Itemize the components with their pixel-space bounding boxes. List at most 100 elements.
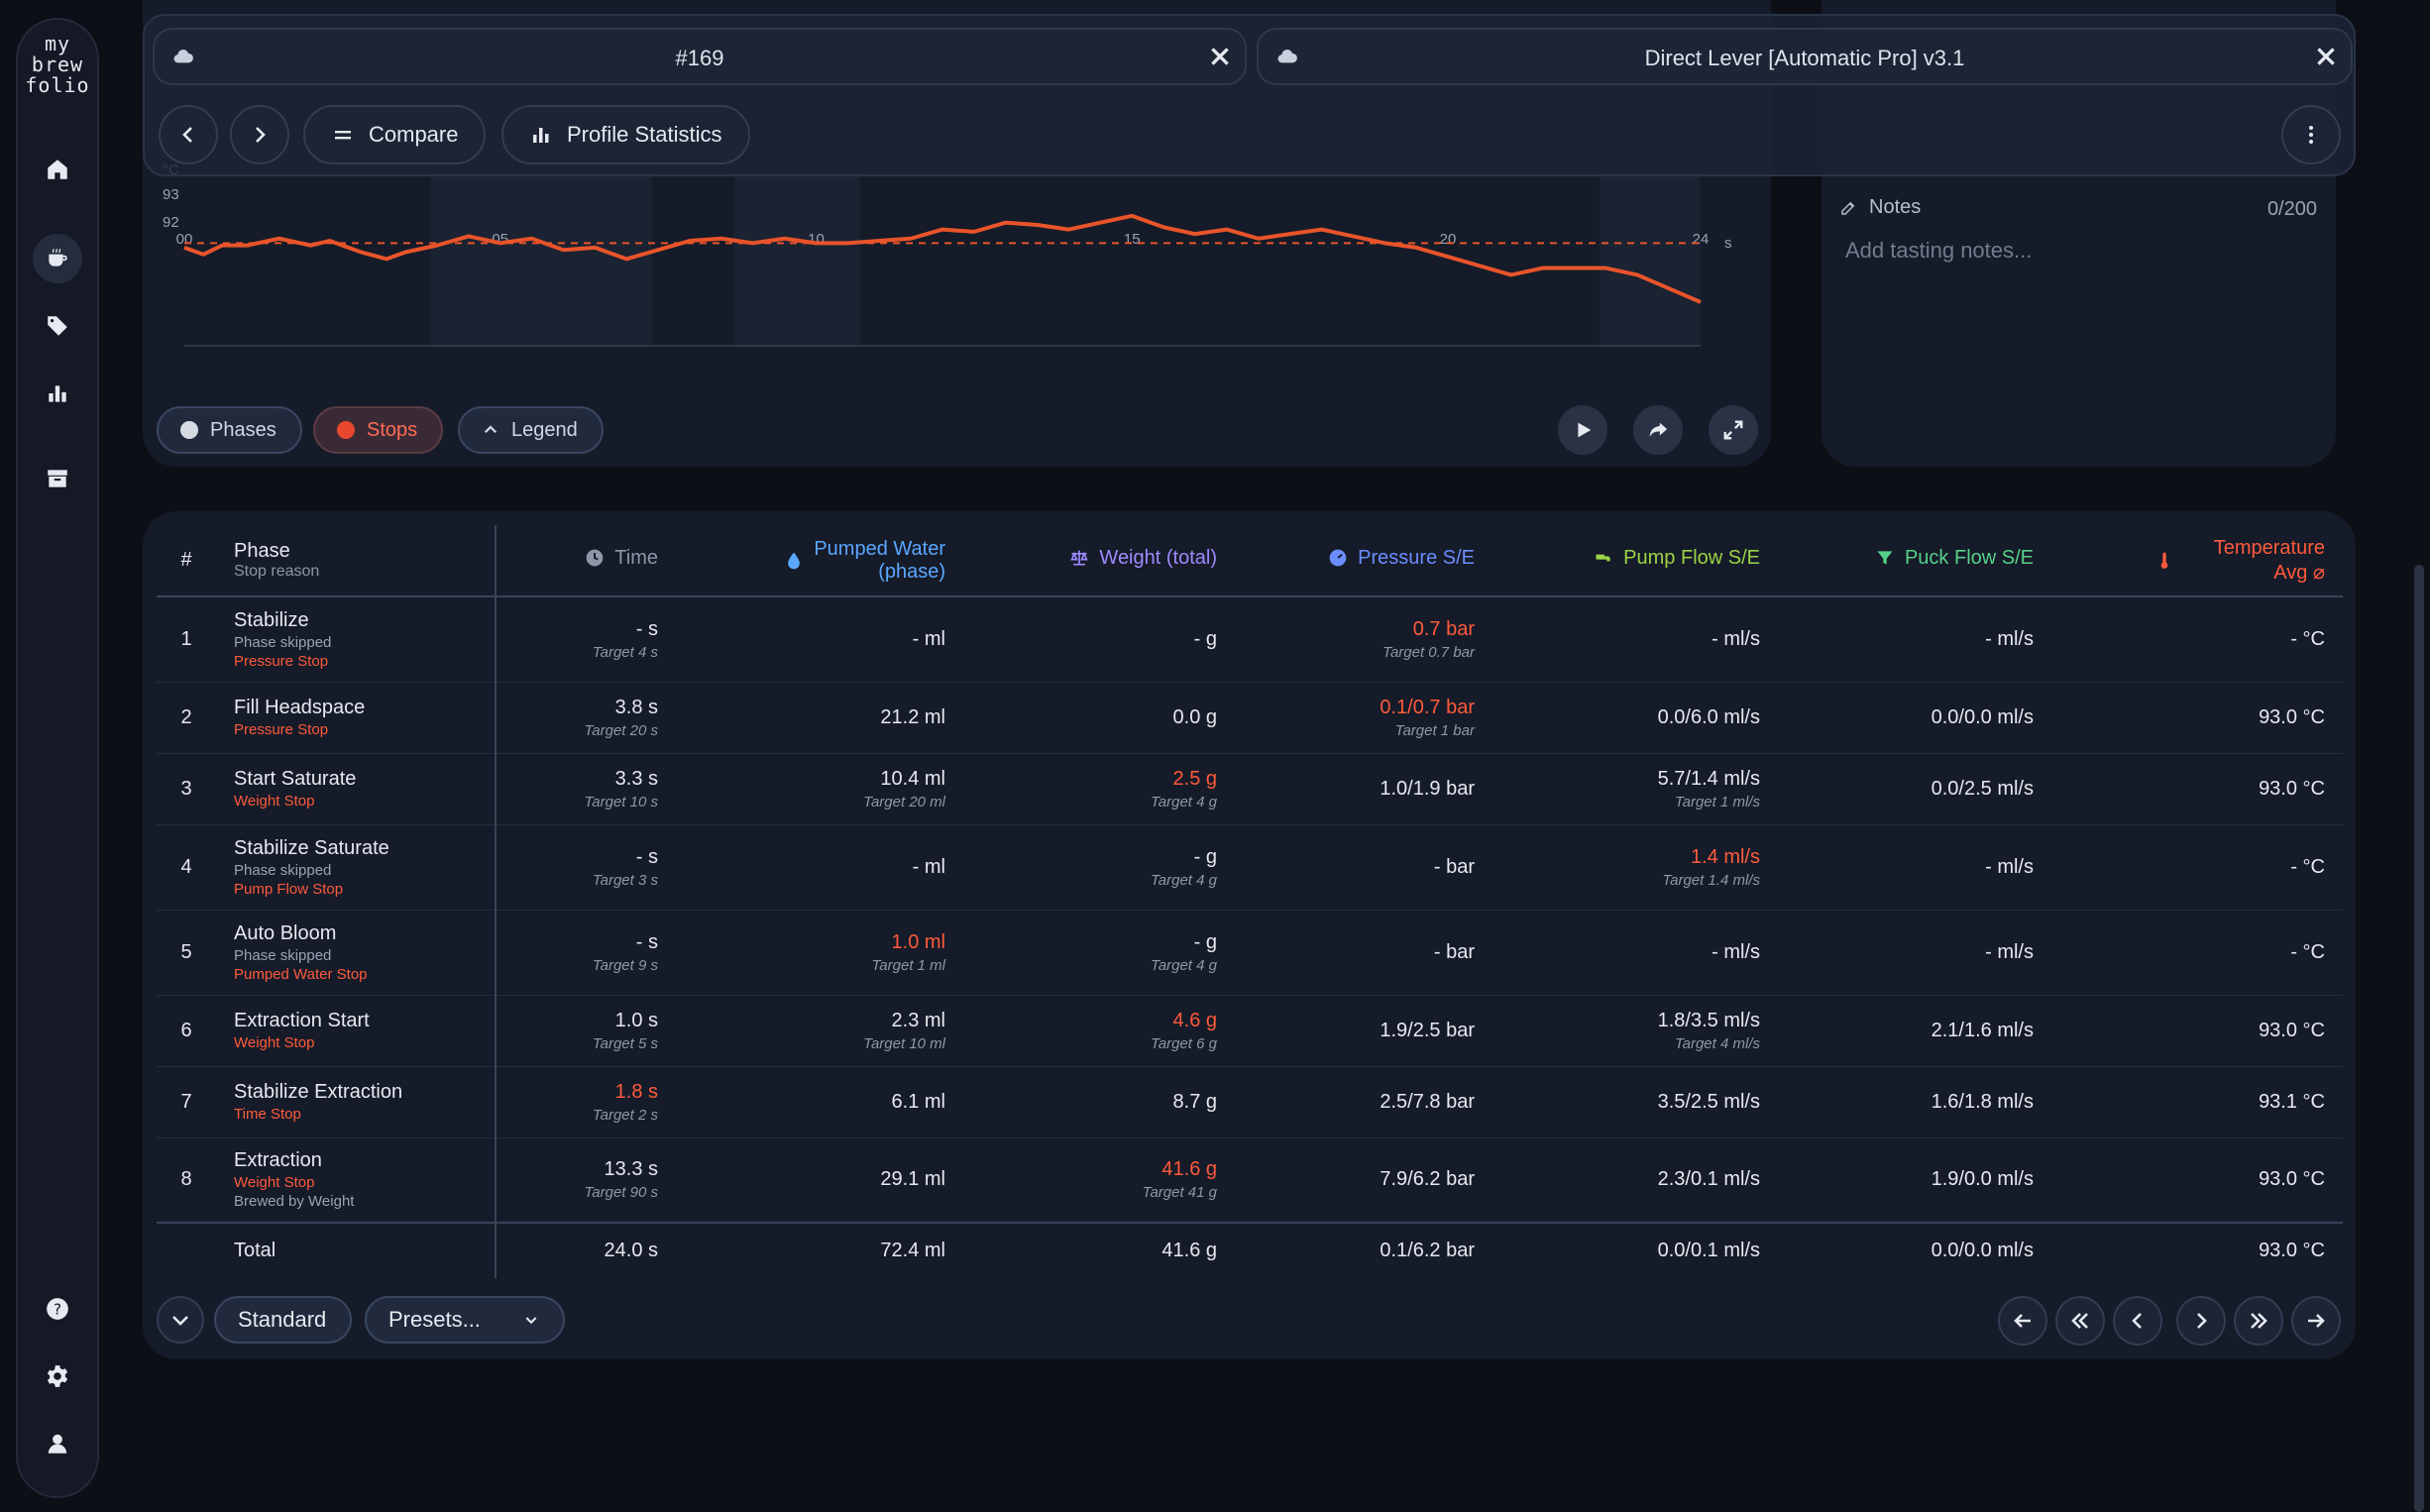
close-icon <box>2317 48 2335 65</box>
temperature-cell: 93.0 °C <box>2051 1137 2343 1224</box>
double-chevron-left-icon <box>2071 1313 2088 1329</box>
phase-cell: Extraction Weight Stop Brewed by Weight <box>216 1137 497 1224</box>
brew-tab-title: #169 <box>675 46 724 70</box>
fullscreen-button[interactable] <box>1709 405 1758 455</box>
pump-flow-cell: 5.7/1.4 ml/s Target 1 ml/s <box>1492 753 1778 825</box>
comparison-toolbar: #169 Direct Lever [Automatic Pro] v3.1 C… <box>143 14 2356 176</box>
temperature-cell: 93.0 °C <box>2051 995 2343 1067</box>
col-header-phase[interactable]: Phase Stop reason <box>216 525 497 597</box>
phases-toggle[interactable]: Phases <box>157 406 302 454</box>
table-row: 2 Fill Headspace Pressure Stop 3.8 s Target … <box>157 682 2343 754</box>
close-profile-tab[interactable] <box>2311 42 2341 71</box>
sidebar-item-help[interactable]: ? <box>33 1284 82 1334</box>
pump-flow-cell: 2.3/0.1 ml/s <box>1492 1137 1778 1224</box>
sidebar-item-settings[interactable] <box>33 1351 82 1401</box>
double-chevron-right-icon <box>2251 1313 2267 1329</box>
time-cell: - s Target 9 s <box>496 910 676 996</box>
pumped-water-cell: - ml <box>676 824 963 911</box>
col-header-weight[interactable]: Weight (total) <box>963 525 1235 597</box>
phases-dot-icon <box>180 421 198 439</box>
phase-shade <box>733 170 861 346</box>
previous-button[interactable] <box>159 105 218 164</box>
stops-dot-icon <box>337 421 355 439</box>
time-cell: - s Target 4 s <box>496 596 676 683</box>
scroll-last-column-button[interactable] <box>2291 1296 2341 1346</box>
standard-view-button[interactable]: Standard <box>214 1296 353 1344</box>
close-brew-tab[interactable] <box>1205 42 1235 71</box>
pressure-cell: 7.9/6.2 bar <box>1235 1137 1492 1224</box>
table-row: 3 Start Saturate Weight Stop 3.3 s Target 10… <box>157 753 2343 825</box>
pumped-water-cell: - ml <box>676 596 963 683</box>
phase-cell: Fill Headspace Pressure Stop <box>216 682 497 754</box>
x-tick-label: 15 <box>1124 231 1141 248</box>
col-header-time[interactable]: Time <box>496 525 676 597</box>
scroll-first-column-button[interactable] <box>1998 1296 2047 1346</box>
profile-statistics-button[interactable]: Profile Statistics <box>501 105 750 164</box>
col-header-temperature[interactable]: Temperature Avg ⌀ <box>2051 525 2343 597</box>
time-cell: - s Target 3 s <box>496 824 676 911</box>
app-logo[interactable]: my brew folio <box>25 32 90 97</box>
sidebar-item-beans[interactable] <box>33 301 82 351</box>
legend-toggle[interactable]: Legend <box>458 406 604 454</box>
page-scrollbar[interactable] <box>2414 565 2424 1512</box>
scroll-right-button[interactable] <box>2176 1296 2226 1346</box>
stops-toggle[interactable]: Stops <box>313 406 444 454</box>
temperature-cell: 93.0 °C <box>2051 682 2343 754</box>
sidebar-item-statistics[interactable] <box>33 369 82 418</box>
time-cell: 1.0 s Target 5 s <box>496 995 676 1067</box>
sidebar-item-brews[interactable] <box>33 234 82 283</box>
x-tick-label: 00 <box>176 231 193 248</box>
total-row: Total 24.0 s 72.4 ml 41.6 g 0.1/6.2 bar 0.0/0… <box>157 1222 2343 1278</box>
col-header-pressure[interactable]: Pressure S/E <box>1235 525 1492 597</box>
profile-tab-title: Direct Lever [Automatic Pro] v3.1 <box>1644 46 1965 70</box>
scroll-fast-right-button[interactable] <box>2234 1296 2283 1346</box>
presets-dropdown[interactable]: Presets... <box>365 1296 565 1344</box>
row-number: 1 <box>157 596 216 683</box>
row-number: 2 <box>157 682 216 754</box>
row-number: 5 <box>157 910 216 996</box>
col-header-puck-flow[interactable]: Puck Flow S/E <box>1778 525 2051 597</box>
phase-shade <box>1600 170 1701 346</box>
profile-tab[interactable]: Direct Lever [Automatic Pro] v3.1 <box>1257 28 2353 85</box>
time-cell: 3.8 s Target 20 s <box>496 682 676 754</box>
inventory-box-icon <box>48 470 67 487</box>
phase-cell: Auto Bloom Phase skipped Pumped Water Stop <box>216 910 497 996</box>
gauge-icon <box>1329 549 1347 567</box>
gear-icon <box>47 1365 68 1387</box>
pump-flow-cell: - ml/s <box>1492 910 1778 996</box>
sidebar-item-profile[interactable] <box>33 1419 82 1468</box>
expand-icon <box>1723 420 1743 440</box>
col-header-pump-flow[interactable]: Pump Flow S/E <box>1492 525 1778 597</box>
puck-flow-cell: 0.0/2.5 ml/s <box>1778 753 2051 825</box>
notes-input[interactable]: Add tasting notes... <box>1845 238 2033 263</box>
temperature-cell: - °C <box>2051 824 2343 911</box>
share-button[interactable] <box>1633 405 1683 455</box>
bar-chart-icon <box>533 128 549 143</box>
chevron-down-icon <box>172 1316 188 1326</box>
sidebar-item-home[interactable] <box>33 145 82 194</box>
temperature-series-line <box>183 213 1702 304</box>
cloud-icon <box>1277 50 1297 63</box>
puck-flow-cell: 2.1/1.6 ml/s <box>1778 995 2051 1067</box>
time-cell: 1.8 s Target 2 s <box>496 1066 676 1138</box>
filter-icon <box>1877 551 1893 565</box>
compare-button[interactable]: Compare <box>303 105 487 164</box>
collapse-table-button[interactable] <box>157 1296 204 1344</box>
play-button[interactable] <box>1558 405 1607 455</box>
total-pw: 72.4 ml <box>676 1222 963 1278</box>
scroll-left-button[interactable] <box>2113 1296 2162 1346</box>
next-button[interactable] <box>230 105 289 164</box>
chevron-left-icon <box>182 127 192 143</box>
x-tick-label: 05 <box>492 231 508 248</box>
scroll-fast-left-button[interactable] <box>2055 1296 2105 1346</box>
more-options-button[interactable] <box>2281 105 2341 164</box>
arrow-left-icon <box>2014 1314 2031 1328</box>
svg-text:?: ? <box>54 1300 61 1318</box>
col-header-pumped-water[interactable]: Pumped Water (phase) <box>676 525 963 597</box>
time-cell: 13.3 s Target 90 s <box>496 1137 676 1224</box>
brew-tab[interactable]: #169 <box>153 28 1247 85</box>
pressure-cell: 1.0/1.9 bar <box>1235 753 1492 825</box>
sidebar-item-inventory[interactable] <box>33 454 82 503</box>
total-label: Total <box>216 1222 497 1278</box>
